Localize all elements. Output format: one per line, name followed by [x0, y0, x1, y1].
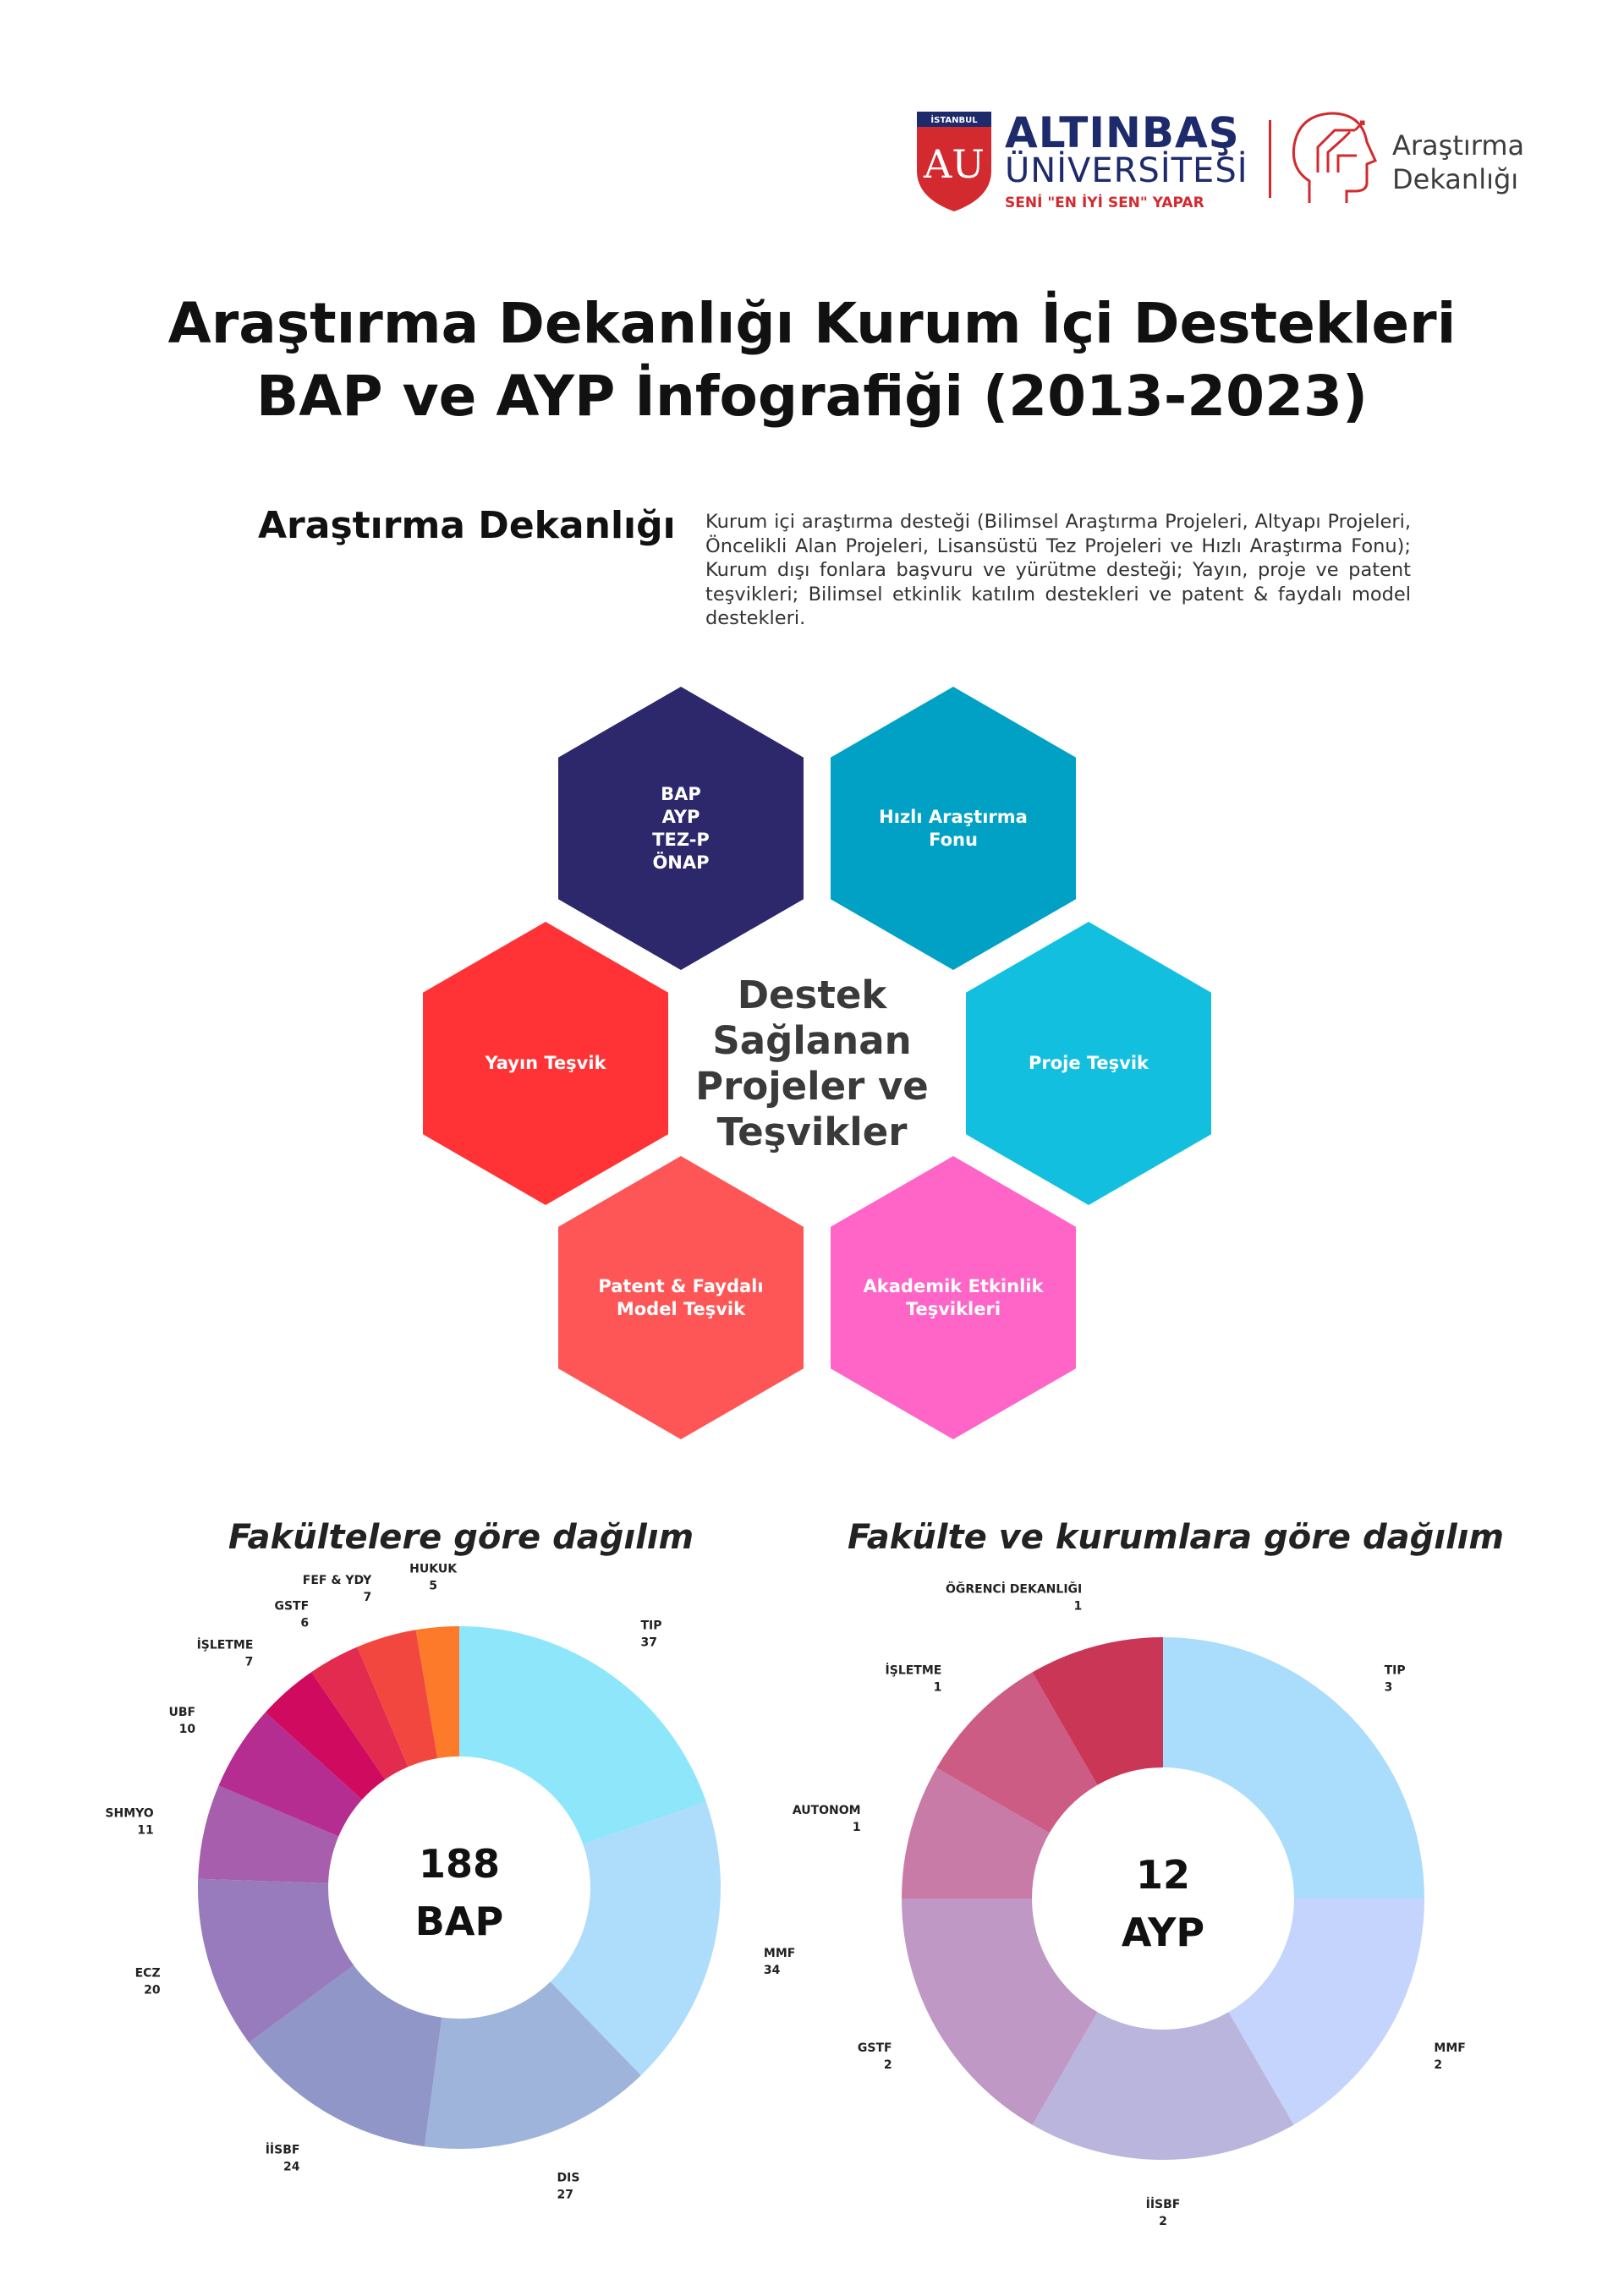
ayp-slice-value-gstf: 2 [884, 2058, 892, 2072]
ayp-slice-label-i-şletme: İŞLETME [886, 1663, 942, 1677]
bap-slice-value-tip: 37 [640, 1636, 656, 1649]
hex-yayin-tesvik-label: Yayın Teşvik [485, 1053, 606, 1073]
brand-subtitle: ÜNİVERSİTESİ [1005, 151, 1248, 190]
bap-slice-label-ecz: ECZ [135, 1967, 161, 1981]
bap-slice-value-fef-ydy: 7 [364, 1591, 372, 1604]
bap-slice-label-i-i-sbf: İİSBF [266, 2142, 300, 2156]
ayp-slice-label-tip: TIP [1385, 1663, 1406, 1677]
bap-slice-dis [424, 1981, 641, 2149]
bap-slice-gstf [311, 1647, 409, 1780]
bap-slice-tip [459, 1626, 706, 1845]
hex-hizli-arastirma: Hızlı Araştırma Fonu [831, 687, 1076, 970]
hex-proje-tesvik: Proje Teşvik [966, 922, 1211, 1205]
bap-slice-value-hukuk: 5 [429, 1579, 437, 1592]
bap-slice-label-tip: TIP [640, 1619, 661, 1632]
ayp-slice-mmf [1228, 1899, 1424, 2125]
hex-akademik-etkinlik-label: Akademik Etkinlik Teşvikleri [863, 1275, 1044, 1319]
department-name-line1: Araştırma [1392, 129, 1525, 162]
ayp-slice-label-mmf: MMF [1434, 2041, 1465, 2055]
department-name-line2: Dekanlığı [1392, 163, 1519, 195]
chart-title-bap: Fakültelere göre dağılım [228, 1518, 694, 1557]
hex-patent-tesvik: Patent & Faydalı Model Teşvik [558, 1156, 804, 1439]
bap-slice-shmyo [198, 1785, 339, 1883]
bap-slice-i-i-sbf [249, 1964, 442, 2147]
title-line-1: Araştırma Dekanlığı Kurum İçi Destekleri [167, 291, 1457, 356]
hex-yayin-tesvik: Yayın Teşvik [423, 922, 668, 1205]
ayp-center-value: 12 [1136, 1852, 1190, 1898]
ayp-slice-value-autonom: 1 [853, 1821, 861, 1834]
shield-letters: AU [923, 141, 985, 187]
ayp-slice-value-i-şletme: 1 [934, 1680, 942, 1694]
bap-slice-label-shmyo: SHMYO [105, 1806, 153, 1820]
page-title: Araştırma Dekanlığı Kurum İçi Destekleri… [0, 288, 1624, 433]
intro-heading: Araştırma Dekanlığı [258, 504, 676, 547]
bap-slice-label-fef-ydy: FEF & YDY [303, 1574, 372, 1587]
brand-slogan: SENİ "EN İYİ SEN" YAPAR [1005, 195, 1204, 211]
bap-slice-value-ubf: 10 [179, 1723, 196, 1736]
bap-slice-value-mmf: 34 [764, 1964, 781, 1977]
bap-slice-label-mmf: MMF [764, 1947, 795, 1960]
bap-slice-value-shmyo: 11 [137, 1823, 153, 1837]
hex-center-text: Destek Sağlanan Projeler ve Teşvikler [695, 973, 929, 1154]
bap-slice-label-ubf: UBF [169, 1706, 196, 1719]
ayp-slice-öğrenci-dekanliği [1032, 1637, 1163, 1785]
research-head-icon [1292, 112, 1378, 203]
ayp-slice-label-gstf: GSTF [858, 2041, 892, 2055]
ayp-slice-tip [1163, 1637, 1424, 1899]
bap-slice-value-gstf: 6 [300, 1617, 309, 1630]
logo-divider [1269, 120, 1271, 198]
bap-slice-ubf [218, 1712, 363, 1837]
bap-slice-ecz [198, 1878, 354, 2043]
chart-title-ayp: Fakülte ve kurumlara göre dağılım [847, 1518, 1505, 1557]
bap-slice-value-dis: 27 [557, 2189, 573, 2202]
hex-hizli-arastirma-label: Hızlı Araştırma Fonu [879, 806, 1028, 850]
bap-slice-mmf [550, 1801, 721, 2076]
hex-proje-tesvik-label: Proje Teşvik [1028, 1053, 1149, 1073]
title-line-2: BAP ve AYP İnfografiği (2013-2023) [255, 364, 1369, 429]
university-shield-icon: İSTANBUL AU [917, 112, 991, 211]
ayp-slice-i-şletme [936, 1672, 1098, 1833]
bap-slice-fef-ydy [357, 1630, 438, 1767]
bap-slice-hukuk [415, 1626, 459, 1759]
hex-akademik-etkinlik: Akademik Etkinlik Teşvikleri [831, 1156, 1076, 1439]
bap-slice-label-gstf: GSTF [274, 1600, 309, 1614]
bap-slice-label-hukuk: HUKUK [409, 1562, 458, 1575]
ayp-slice-i-i-sbf [1032, 2012, 1294, 2160]
intro-text: Kurum içi araştırma desteği (Bilimsel Ar… [705, 511, 1411, 629]
ayp-slice-autonom [902, 1767, 1050, 1899]
bap-slice-i-şletme [265, 1672, 386, 1800]
hex-bap-ayp-label: BAP AYP TEZ-P ÖNAP [652, 783, 710, 873]
ayp-slice-value-mmf: 2 [1434, 2058, 1442, 2072]
brand-name: ALTINBAŞ [1005, 108, 1240, 157]
bap-slice-label-dis: DIS [557, 2172, 580, 2185]
ayp-slice-label-i-i-sbf: İİSBF [1146, 2197, 1181, 2211]
bap-slice-value-ecz: 20 [144, 1984, 161, 1997]
bap-slice-value-i-şletme: 7 [245, 1655, 254, 1669]
ayp-slice-gstf [902, 1899, 1098, 2125]
ayp-center-label: AYP [1122, 1910, 1204, 1955]
shield-top-text: İSTANBUL [930, 113, 978, 125]
header-logo: İSTANBUL AU ALTINBAŞ ÜNİVERSİTESİ SENİ "… [914, 101, 1556, 237]
ayp-slice-value-öğrenci-dekanliği: 1 [1073, 1600, 1082, 1614]
ayp-slice-label-öğrenci-dekanliği: ÖĞRENCİ DEKANLIĞI [946, 1581, 1082, 1597]
bap-center-value: 188 [419, 1841, 500, 1887]
ayp-slice-value-tip: 3 [1385, 1680, 1393, 1694]
hex-patent-tesvik-label: Patent & Faydalı Model Teşvik [598, 1275, 764, 1319]
ayp-slice-label-autonom: AUTONOM [793, 1804, 861, 1817]
bap-center-label: BAP [415, 1899, 503, 1944]
bap-slice-label-i-şletme: İŞLETME [197, 1637, 254, 1652]
bap-slice-value-i-i-sbf: 24 [283, 2160, 300, 2173]
ayp-slice-value-i-i-sbf: 2 [1159, 2215, 1167, 2228]
department-name: Araştırma Dekanlığı [1392, 129, 1524, 196]
